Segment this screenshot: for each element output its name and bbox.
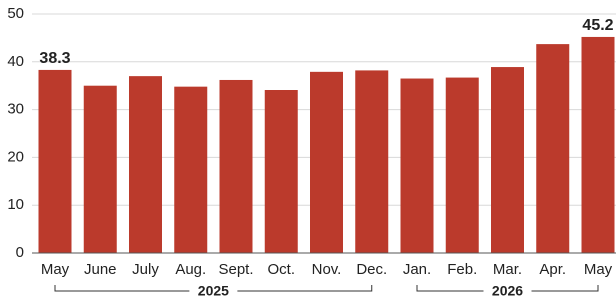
bar (310, 72, 343, 253)
y-tick-label: 50 (7, 5, 24, 22)
x-tick-label: Apr. (539, 261, 566, 278)
bar (220, 80, 253, 253)
bar (582, 37, 615, 253)
x-tick-label: Dec. (356, 261, 387, 278)
chart: 0 10 20 30 40 50 May 38.3 June July Aug. Sept. Oct. N… (0, 0, 616, 300)
bar (355, 70, 388, 253)
bar (265, 90, 298, 253)
x-tick-label: Oct. (267, 261, 295, 278)
x-tick-label: Feb. (447, 261, 477, 278)
y-tick-label: 20 (7, 148, 24, 165)
y-tick-label: 40 (7, 53, 24, 70)
x-tick-label: May (41, 261, 70, 278)
x-tick-label: June (84, 261, 117, 278)
x-tick-label: Jan. (403, 261, 431, 278)
y-tick-label: 10 (7, 196, 24, 213)
x-tick-label: Nov. (312, 261, 342, 278)
y-tick-label: 0 (16, 244, 24, 261)
bar (84, 86, 117, 253)
bar (174, 87, 207, 253)
bar (491, 67, 524, 253)
x-tick-label: Aug. (175, 261, 206, 278)
year-label: 2025 (198, 283, 229, 299)
bar (536, 44, 569, 253)
value-label: 45.2 (582, 17, 613, 34)
value-label: 38.3 (39, 50, 70, 67)
x-tick-label: Sept. (218, 261, 253, 278)
bar (39, 70, 72, 253)
x-tick-label: Mar. (493, 261, 522, 278)
y-tick-label: 30 (7, 101, 24, 118)
x-tick-label: May (584, 261, 613, 278)
bar (401, 79, 434, 253)
bar (129, 76, 162, 253)
year-label: 2026 (492, 283, 523, 299)
x-tick-label: July (132, 261, 159, 278)
bar (446, 78, 479, 253)
